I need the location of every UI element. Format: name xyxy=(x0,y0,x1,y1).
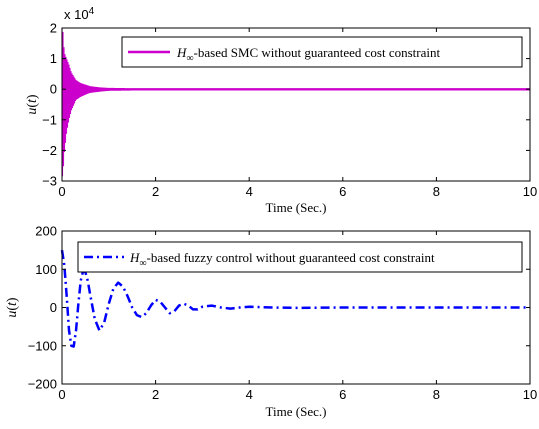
y-tick-label-bottom: 200 xyxy=(35,224,57,239)
x-tick-label-bottom: 6 xyxy=(339,387,346,402)
x-tick-label-top: 8 xyxy=(433,184,440,199)
y-tick-label-top: 0 xyxy=(50,82,57,97)
y-tick-label-top: −3 xyxy=(42,174,57,189)
y-scale-note-top: x 104 xyxy=(64,6,95,22)
y-tick-label-top: −2 xyxy=(42,143,57,158)
y-tick-label-top: 1 xyxy=(50,51,57,66)
axes-bottom: 0 2 4 6 8 10 −200 −100 0 100 200 xyxy=(28,224,538,403)
series-layer-bottom xyxy=(60,249,530,348)
y-tick-label-bottom: 100 xyxy=(35,262,57,277)
plot-frame-top xyxy=(61,27,531,182)
y-axis-label-bottom: u(t) xyxy=(5,297,20,318)
series-line-top xyxy=(61,27,531,177)
legend-box-top xyxy=(121,36,523,68)
y-tick-label-top: −1 xyxy=(42,112,57,127)
x-tick-label-top: 0 xyxy=(58,184,65,199)
legend-bottom: H∞-based fuzzy control without guarantee… xyxy=(77,241,523,273)
x-tick-label-top: 6 xyxy=(339,184,346,199)
x-axis-label-bottom: Time (Sec.) xyxy=(266,404,327,419)
x-tick-label-bottom: 0 xyxy=(58,387,65,402)
y-tick-label-bottom: −200 xyxy=(28,377,57,392)
axes-top: 0 2 4 6 8 10 −3 −2 −1 0 1 2 xyxy=(42,21,537,200)
x-tick-label-top: 2 xyxy=(152,184,159,199)
x-axis-label-top: Time (Sec.) xyxy=(266,200,327,215)
y-axis-label-top: u(t) xyxy=(25,94,40,115)
x-tick-label-bottom: 2 xyxy=(152,387,159,402)
legend-label-top: H∞-based SMC without guaranteed cost con… xyxy=(176,45,441,64)
series-line-bottom xyxy=(60,249,530,348)
legend-top: H∞-based SMC without guaranteed cost con… xyxy=(121,36,523,68)
x-tick-label-top: 10 xyxy=(523,184,537,199)
series-layer-top xyxy=(61,27,531,177)
x-tick-label-bottom: 4 xyxy=(246,387,253,402)
y-tick-label-bottom: 0 xyxy=(50,300,57,315)
x-tick-label-bottom: 10 xyxy=(523,387,537,402)
x-tick-label-bottom: 8 xyxy=(433,387,440,402)
legend-label-bottom: H∞-based fuzzy control without guarantee… xyxy=(129,250,435,269)
x-tick-label-top: 4 xyxy=(246,184,253,199)
y-tick-label-top: 2 xyxy=(50,21,57,36)
legend-box-bottom xyxy=(77,241,523,273)
y-tick-label-bottom: −100 xyxy=(28,338,57,353)
